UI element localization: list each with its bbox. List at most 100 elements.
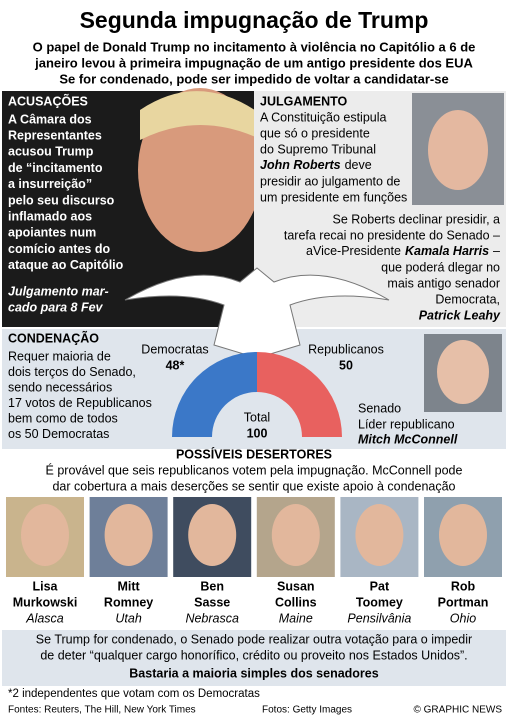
subtitle-line: O papel de Donald Trump no incitamento à…: [33, 39, 476, 54]
trial-text: A Constituição estipula que só o presiden…: [260, 110, 387, 156]
conviction-text: Requer maioria de dois terços do Senado,s…: [8, 349, 152, 441]
republicans-label: Republicanos: [308, 342, 384, 356]
date-line: Julgamento mar-: [8, 284, 109, 298]
senator-face: [21, 504, 69, 566]
alternative-line: mais antigo senador: [387, 276, 500, 290]
trial-text: presidir ao julgamento de um presidente e…: [260, 174, 407, 204]
footer-panel: [2, 630, 506, 686]
trial-date: Julgamento mar-cado para 8 Fev: [8, 284, 109, 314]
senator-face: [104, 504, 153, 566]
senator-state: Utah: [115, 611, 141, 625]
leader-line: Líder republicano: [358, 417, 455, 431]
senator-state: Ohio: [450, 611, 476, 625]
democrats-count: 48*: [166, 358, 185, 372]
senator-first-name: Rob: [451, 579, 476, 593]
conviction-line: sendo necessários: [8, 380, 112, 394]
senator-first-name: Mitt: [117, 579, 140, 593]
accusations-line: acusou Trump: [8, 145, 94, 159]
deserters-line: dar cobertura a mais deserções se sentir…: [52, 479, 455, 493]
conviction-line: Requer maioria de: [8, 349, 111, 363]
roberts-face: [428, 110, 488, 190]
accusations-line: A Câmara dos: [8, 112, 92, 126]
conclusion: Bastaria a maioria simples dos senadores: [129, 666, 378, 680]
republicans-arc: [257, 352, 342, 437]
senator-state: Maine: [279, 611, 313, 625]
senator-first-name: Ben: [200, 579, 224, 593]
conviction-line: dois terços do Senado,: [8, 365, 136, 379]
subtitle-line: janeiro levou à primeira impugnação de u…: [34, 55, 473, 70]
senator-first-name: Pat: [370, 579, 390, 593]
senator-state: Alasca: [25, 611, 64, 625]
conviction-line: bem como de todos: [8, 411, 118, 425]
vp-dash: –: [493, 244, 500, 258]
accusations-line: a insurreição”: [8, 177, 92, 191]
chief-justice: John Roberts: [260, 158, 341, 172]
senator-state: Nebrasca: [185, 611, 239, 625]
credit: © GRAPHIC NEWS: [414, 705, 503, 716]
trial-line: do Supremo Tribunal: [260, 142, 376, 156]
senators: Lisa Murkowski Alasca Mitt Romney Utah Ben Sass…: [6, 497, 502, 625]
alternative-line: Se Roberts declinar presidir, a: [333, 212, 500, 226]
democrats-arc: [172, 352, 257, 437]
senator-face: [271, 504, 320, 566]
date-line: cado para 8 Fev: [8, 300, 104, 314]
accusations-text: A Câmara dos Representantes acusou Trump de…: [8, 112, 124, 272]
accusations-line: apoiantes num: [8, 226, 96, 240]
trump-hair: [140, 91, 262, 140]
trial-line: que só o presidente: [260, 126, 370, 140]
alternative-line: tarefa recai no presidente do Senado –: [284, 228, 500, 242]
title: Segunda impugnação de Trump: [80, 7, 429, 33]
total-label: Total: [244, 410, 270, 424]
alternative-text: Se Roberts declinar presidir, a tarefa re…: [284, 212, 500, 242]
deserters-heading: POSSÍVEIS DESERTORES: [176, 446, 332, 461]
footnote: *2 independentes que votam com os Democr…: [8, 688, 260, 700]
accusations-line: de “incitamento: [8, 161, 103, 175]
trial-line: um presidente em funções: [260, 190, 407, 204]
photo-credit: Fotos: Getty Images: [262, 705, 352, 716]
leader-name: Mitch McConnell: [358, 432, 458, 446]
vp-prefix: aVice-Presidente: [306, 244, 401, 258]
alternative-text: que poderá dlegar no mais antigo senador D…: [381, 260, 500, 306]
senator-last-name: Romney: [104, 595, 153, 609]
alternative-line: Democrata,: [435, 292, 500, 306]
senator-face: [439, 504, 487, 566]
senator-last-name: Portman: [438, 595, 489, 609]
deserters-text: É provável que seis republicanos votem p…: [46, 462, 463, 493]
senator-last-name: Murkowski: [13, 595, 78, 609]
conviction-line: os 50 Democratas: [8, 427, 109, 441]
mcconnell-face: [437, 340, 489, 404]
alternative-line: aVice-Presidente Kamala Harris –: [306, 244, 500, 258]
trial-line: presidir ao julgamento de: [260, 174, 400, 188]
senator-face: [188, 504, 237, 566]
senator-last-name: Toomey: [356, 595, 403, 609]
democrats-label: Democratas: [141, 342, 208, 356]
alternative-line: que poderá dlegar no: [381, 260, 500, 274]
accusations-line: pelo seu discurso: [8, 193, 115, 207]
leader-line: Senado: [358, 401, 401, 415]
eagle: [124, 267, 390, 359]
subtitle: O papel de Donald Trump no incitamento à…: [33, 39, 476, 86]
total-count: 100: [247, 426, 268, 440]
footer-line: de deter “qualquer cargo honorífico, cré…: [40, 648, 467, 662]
senator-last-name: Sasse: [194, 595, 230, 609]
trial-heading: JULGAMENTO: [260, 94, 348, 108]
senator-first-name: Susan: [277, 579, 315, 593]
senator-state: Pensilvânia: [347, 611, 411, 625]
senator-first-name: Lisa: [32, 579, 58, 593]
subtitle-line: Se for condenado, pode ser impedido de v…: [59, 71, 448, 86]
trial-line: A Constituição estipula: [260, 110, 387, 124]
trial-line: John Roberts deve: [260, 158, 372, 172]
deserters-line: É provável que seis republicanos votem p…: [46, 462, 463, 477]
sources: Fontes: Reuters, The Hill, New York Time…: [8, 705, 196, 716]
senator-face: [355, 504, 404, 566]
republicans-count: 50: [339, 358, 353, 372]
accusations-line: Representantes: [8, 128, 102, 142]
accusations-line: ataque ao Capitólio: [8, 258, 124, 272]
conviction-line: 17 votos de Republicanos: [8, 396, 152, 410]
accusations-heading: ACUSAÇÕES: [8, 93, 88, 108]
vice-president: Kamala Harris: [405, 244, 489, 258]
leader-text: Senado Líder republicano: [358, 401, 455, 431]
senator-last-name: Collins: [275, 595, 317, 609]
trial-word: deve: [345, 158, 372, 172]
